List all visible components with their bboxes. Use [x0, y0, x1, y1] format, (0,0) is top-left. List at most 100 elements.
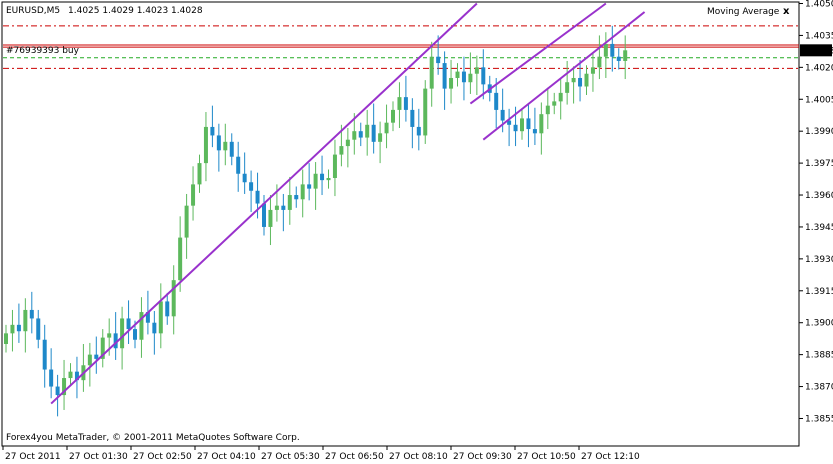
candle-body — [158, 301, 163, 334]
candle-body — [145, 312, 150, 323]
y-tick-label: 1.3990 — [805, 127, 833, 137]
candle-body — [152, 322, 157, 334]
x-tick-label: 27 Oct 2011 — [5, 452, 61, 462]
time-axis[interactable]: 27 Oct 2011 27 Oct 01:30 27 Oct 02:50 27 Oc… — [2, 446, 640, 462]
plot-frame — [1, 1, 800, 447]
ohlc-readout: 1.4025 1.4029 1.4023 1.4028 — [68, 6, 203, 16]
y-tick-label: 1.3870 — [805, 383, 833, 393]
y-tick-label: 1.3885 — [805, 351, 833, 361]
y-tick-label: 1.3900 — [805, 319, 833, 329]
candle-body — [474, 67, 479, 74]
candle-body — [68, 371, 73, 379]
candle-body — [603, 43, 608, 57]
y-tick-label: 1.3915 — [805, 287, 833, 297]
x-tick-label: 27 Oct 04:10 — [197, 452, 256, 462]
candle-body — [416, 126, 421, 136]
x-tick-label: 27 Oct 12:10 — [581, 452, 640, 462]
x-tick-label: 27 Oct 02:50 — [133, 452, 192, 462]
candle-body — [249, 182, 254, 191]
candle-body — [229, 141, 234, 157]
symbol-timeframe-label: EURUSD,M5 — [6, 6, 60, 16]
candle-body — [191, 184, 196, 206]
trendline — [469, 2, 607, 105]
candle-body — [281, 205, 286, 210]
candle-body — [223, 141, 228, 151]
copyright-text: Forex4you MetaTrader, © 2001-2011 MetaQu… — [6, 433, 300, 443]
candle-body — [287, 195, 292, 210]
candle-body — [320, 173, 325, 181]
candle-body — [616, 56, 621, 61]
candle-body — [597, 56, 602, 68]
candle-body — [565, 82, 570, 93]
candle-body — [16, 324, 21, 332]
trendline — [482, 11, 646, 141]
candle-body — [578, 77, 583, 87]
y-tick-label: 1.3960 — [805, 191, 833, 201]
x-tick-label: 27 Oct 09:30 — [453, 452, 512, 462]
candle-body — [526, 118, 531, 130]
candle-body — [113, 333, 118, 349]
candle-body — [552, 101, 557, 106]
candle-body — [403, 97, 408, 110]
candle-body — [10, 324, 15, 334]
candle-body — [481, 67, 486, 85]
candle-body — [442, 63, 447, 89]
x-tick-label: 27 Oct 05:30 — [261, 452, 320, 462]
price-axis[interactable]: 1.4050 1.4035 1.4020 1.4005 1.3990 1.3975 1.39… — [799, 0, 833, 424]
x-tick-label: 27 Oct 10:50 — [517, 452, 576, 462]
order-label[interactable]: #76939393 buy — [6, 46, 80, 56]
candle-body — [210, 126, 215, 136]
candle-body — [42, 339, 47, 370]
candle-body — [236, 156, 241, 174]
candlesticks — [4, 25, 628, 417]
indicator-close-icon[interactable]: x — [783, 6, 790, 17]
candle-body — [216, 135, 221, 151]
candle-body — [520, 118, 524, 132]
trendlines[interactable] — [50, 2, 646, 405]
y-tick-label: 1.3945 — [805, 223, 833, 233]
y-tick-label: 1.3930 — [805, 255, 833, 265]
y-tick-label: 1.4050 — [805, 0, 833, 10]
candle-body — [274, 205, 279, 210]
candle-body — [203, 126, 208, 164]
candle-body — [120, 318, 125, 349]
candle-body — [294, 195, 299, 200]
candle-body — [36, 318, 41, 340]
candle-body — [332, 154, 337, 179]
price-levels — [3, 25, 799, 69]
current-price-badge — [800, 44, 832, 57]
candle-body — [94, 354, 99, 359]
y-tick-label: 1.4005 — [805, 95, 833, 105]
candle-body — [507, 120, 512, 125]
y-tick-label: 1.3975 — [805, 159, 833, 169]
candle-body — [262, 203, 266, 227]
candle-body — [178, 237, 183, 281]
candle-body — [436, 56, 441, 64]
candle-body — [184, 205, 189, 238]
candle-body — [423, 88, 428, 136]
candle-body — [494, 92, 499, 110]
candle-body — [87, 354, 92, 366]
trendline — [50, 2, 478, 405]
candle-body — [4, 333, 8, 344]
candle-body — [590, 67, 595, 74]
candle-body — [410, 109, 415, 127]
candle-body — [255, 190, 260, 204]
candle-body — [345, 139, 350, 147]
candle-body — [29, 309, 34, 319]
candle-body — [461, 71, 466, 83]
candle-body — [242, 173, 247, 183]
candle-body — [133, 329, 137, 340]
x-tick-label: 27 Oct 08:10 — [389, 452, 448, 462]
candle-body — [391, 109, 395, 123]
candle-body — [55, 386, 60, 396]
candle-body — [558, 92, 563, 102]
candle-body — [139, 312, 144, 340]
candle-body — [339, 146, 344, 155]
candle-body — [623, 50, 628, 61]
x-tick-label: 27 Oct 06:50 — [325, 452, 384, 462]
candle-body — [100, 337, 105, 359]
current-price-label: 1.4028 — [803, 46, 833, 56]
